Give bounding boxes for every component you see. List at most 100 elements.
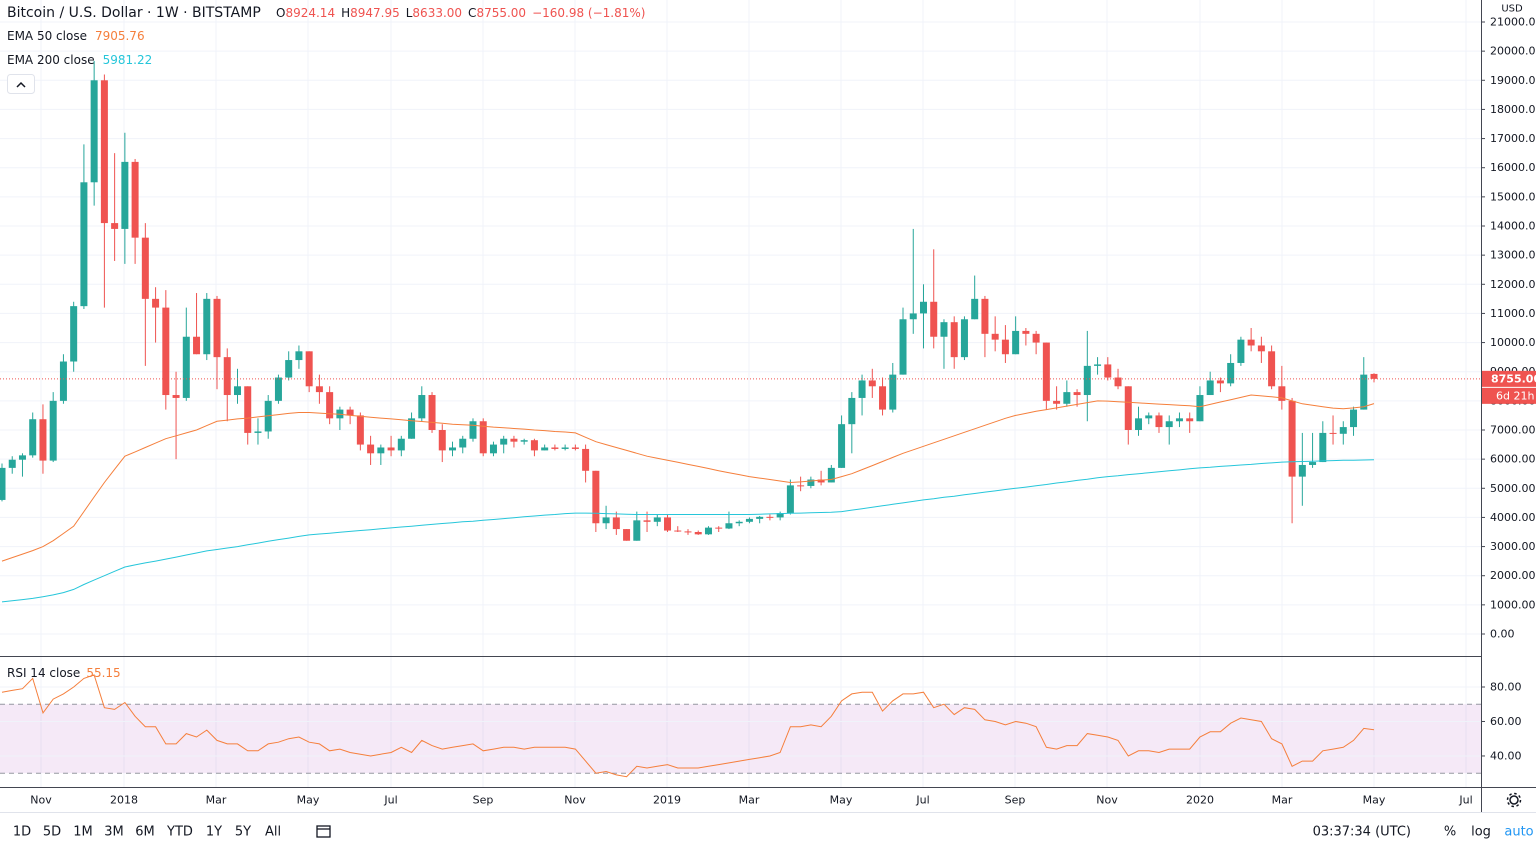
- range-button[interactable]: 6M: [135, 825, 155, 840]
- y-tick-label: 14000.00: [1490, 220, 1536, 233]
- gear-teeth[interactable]: [1506, 792, 1522, 808]
- legend-name: EMA 200 close: [7, 53, 95, 67]
- range-button[interactable]: 1Y: [206, 825, 222, 840]
- chart-settings-button[interactable]: [1506, 792, 1522, 808]
- candle-body: [981, 298, 989, 334]
- date-range-icon[interactable]: [316, 825, 331, 838]
- x-tick-label: Nov: [1096, 794, 1118, 807]
- candle-body: [704, 527, 712, 535]
- range-button[interactable]: All: [265, 825, 281, 840]
- range-button[interactable]: 5Y: [235, 825, 251, 840]
- ohlc-readout: O8924.14 H8947.95 L8633.00 C8755.00 −160.98 …: [276, 6, 645, 20]
- scale-option[interactable]: log: [1471, 825, 1491, 840]
- range-button[interactable]: 5D: [43, 825, 61, 840]
- candle-body: [1360, 374, 1368, 410]
- candle-body: [1022, 330, 1030, 334]
- candle-body: [1042, 342, 1050, 401]
- candle-body: [479, 421, 487, 454]
- candle-body: [633, 520, 641, 541]
- candle-body: [90, 80, 98, 183]
- x-tick-label: Nov: [564, 794, 586, 807]
- candle-body: [356, 415, 364, 445]
- candle-body: [520, 440, 528, 442]
- x-tick-label: Sep: [473, 794, 494, 807]
- candle-body: [1135, 418, 1143, 430]
- y-tick-label: 40.00: [1490, 749, 1522, 762]
- candle-body: [582, 448, 590, 471]
- candle-body: [8, 459, 16, 468]
- candle-body: [1012, 330, 1020, 355]
- candle-body: [858, 380, 866, 398]
- x-tick-label: Mar: [739, 794, 760, 807]
- scale-option[interactable]: auto: [1504, 825, 1533, 840]
- candle-body: [1278, 386, 1286, 401]
- candle-body: [193, 336, 201, 355]
- range-button[interactable]: 1M: [73, 825, 93, 840]
- legend-value: 7905.76: [95, 29, 145, 43]
- scale-option[interactable]: %: [1444, 825, 1456, 840]
- candle-body: [1227, 362, 1235, 384]
- candle-body: [1073, 392, 1081, 396]
- candle-body: [305, 351, 313, 387]
- range-button[interactable]: YTD: [166, 825, 193, 840]
- x-tick-label: Jul: [1458, 794, 1472, 807]
- indicator-legend: EMA 200 close 5981.22: [7, 53, 152, 67]
- candle-body: [1298, 464, 1306, 477]
- candle-body: [377, 447, 385, 454]
- candle-body: [18, 455, 26, 460]
- gear-icon[interactable]: [1509, 795, 1519, 805]
- candle-body: [807, 479, 815, 486]
- range-button[interactable]: 1D: [13, 825, 31, 840]
- candle-body: [469, 421, 477, 439]
- candle-body: [418, 395, 426, 419]
- calendar-icon[interactable]: [316, 825, 331, 838]
- ohlc-key: L: [406, 6, 413, 20]
- legend-name: RSI 14 close: [7, 666, 80, 680]
- candle-body: [1237, 339, 1245, 363]
- candle-body: [1268, 351, 1276, 387]
- candle-body: [1186, 418, 1194, 422]
- candle-body: [971, 298, 979, 320]
- candle-body: [49, 400, 57, 461]
- candle-body: [1114, 377, 1122, 387]
- candle-body: [1032, 333, 1040, 343]
- candle-body: [838, 424, 846, 468]
- candle-body: [1329, 432, 1337, 434]
- candle-body: [1206, 380, 1214, 396]
- candle-body: [1063, 392, 1071, 404]
- candle-body: [1339, 427, 1347, 434]
- candle-body: [1083, 365, 1091, 396]
- x-tick-label: Mar: [1272, 794, 1293, 807]
- x-tick-label: Nov: [30, 794, 52, 807]
- candle-body: [827, 467, 835, 483]
- collapse-chevron[interactable]: [16, 81, 26, 88]
- candle-body: [848, 397, 856, 425]
- candle-body: [776, 513, 784, 518]
- range-button[interactable]: 3M: [104, 825, 124, 840]
- candle-body: [1288, 400, 1296, 477]
- ema-line: [1, 394, 1375, 562]
- candle-body: [408, 418, 416, 439]
- candle-body: [1165, 421, 1173, 428]
- countdown-box: [1482, 387, 1536, 404]
- candle-body: [172, 395, 180, 398]
- candle-body: [756, 516, 764, 519]
- candle-body: [326, 392, 334, 419]
- indicator-legend: EMA 50 close 7905.76: [7, 29, 145, 43]
- clock: 03:37:34 (UTC): [1313, 825, 1411, 840]
- x-tick-label: Sep: [1005, 794, 1026, 807]
- candle-body: [664, 517, 672, 531]
- y-tick-label: 17000.00: [1490, 132, 1536, 145]
- candle-body: [592, 470, 600, 524]
- candle-body: [899, 319, 907, 375]
- candle-body: [960, 319, 968, 358]
- candle-body: [674, 530, 682, 532]
- ohlc-key: O: [276, 6, 285, 20]
- ohlc-value: 8924.14: [285, 6, 335, 20]
- candle-body: [233, 386, 241, 396]
- candle-body: [397, 438, 405, 451]
- collapse-button[interactable]: [7, 74, 35, 94]
- y-tick-label: 2000.00: [1490, 569, 1536, 582]
- candle-body: [152, 298, 160, 308]
- candle-body: [39, 419, 47, 461]
